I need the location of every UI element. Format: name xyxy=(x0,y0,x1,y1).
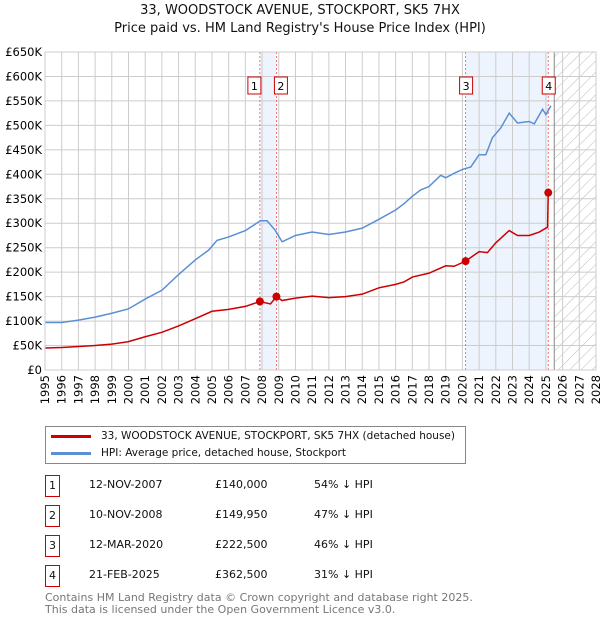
price-chart: £0 £50K £100K £150K £200K £250K £300K £350K £400… xyxy=(5,45,600,404)
y-tick-label: £650K xyxy=(5,45,42,59)
x-tick-label: 2012 xyxy=(322,375,336,404)
chart-title: 33, WOODSTOCK AVENUE, STOCKPORT, SK5 7HX xyxy=(140,3,460,18)
x-tick-label: 2016 xyxy=(389,375,403,404)
x-tick-label: 1999 xyxy=(105,375,119,404)
x-tick-label: 1996 xyxy=(55,375,69,404)
footer-line-2: This data is licensed under the Open Gov… xyxy=(45,602,396,616)
sale-price: £149,950 xyxy=(215,508,268,521)
x-tick-label: 2000 xyxy=(121,375,135,404)
sale-price: £222,500 xyxy=(215,538,268,551)
y-tick-label: £50K xyxy=(13,339,43,353)
x-tick-label: 2020 xyxy=(455,375,469,404)
x-tick-label: 2006 xyxy=(222,375,236,404)
footer-line-1: Contains HM Land Registry data © Crown c… xyxy=(45,591,473,604)
x-tick-label: 2019 xyxy=(439,375,453,404)
x-tick-label: 1997 xyxy=(71,375,85,404)
hpi-line xyxy=(45,105,552,324)
sale-row: 3 12-MAR-2020 £222,500 46% ↓ HPI xyxy=(45,535,445,557)
sale-label: 4 xyxy=(545,80,552,93)
shade-1-2 xyxy=(259,52,277,370)
x-tick-label: 2017 xyxy=(405,375,419,404)
sale-price: £362,500 xyxy=(215,568,268,581)
sale-hpi-diff: 31% ↓ HPI xyxy=(314,568,373,581)
sale-hpi-diff: 46% ↓ HPI xyxy=(314,538,373,551)
x-tick-label: 2011 xyxy=(305,375,319,404)
y-tick-label: £100K xyxy=(5,314,42,328)
sale-number: 4 xyxy=(45,565,60,587)
sale-number: 3 xyxy=(45,535,60,557)
y-tick-label: £150K xyxy=(5,290,42,304)
sale-label-box xyxy=(247,76,262,95)
sale-label: 1 xyxy=(251,80,258,93)
x-tick-label: 2008 xyxy=(255,375,269,404)
y-tick-label: £200K xyxy=(5,265,42,279)
y-tick-label: £550K xyxy=(5,94,42,108)
legend-swatch-hpi xyxy=(51,451,91,455)
sale-point xyxy=(461,257,470,266)
x-tick-label: 2018 xyxy=(422,375,436,404)
sale-point xyxy=(544,188,553,197)
legend-label-hpi: HPI: Average price, detached house, Stoc… xyxy=(101,447,346,459)
sale-row: 2 10-NOV-2008 £149,950 47% ↓ HPI xyxy=(45,505,445,527)
x-tick-label: 2009 xyxy=(272,375,286,404)
sale-number: 2 xyxy=(45,505,60,527)
x-tick-label: 2015 xyxy=(372,375,386,404)
y-tick-label: £500K xyxy=(5,118,42,132)
x-tick-label: 2023 xyxy=(506,375,520,404)
sale-label-box xyxy=(541,76,556,95)
x-tick-label: 2002 xyxy=(155,375,169,404)
x-tick-label: 2005 xyxy=(205,375,219,404)
x-tick-label: 2024 xyxy=(522,375,536,404)
sale-date: 12-MAR-2020 xyxy=(89,538,164,551)
sale-label-box xyxy=(273,76,288,95)
y-tick-label: £250K xyxy=(5,241,42,255)
y-tick-label: £300K xyxy=(5,216,42,230)
x-tick-label: 1995 xyxy=(38,375,52,404)
x-tick-label: 2027 xyxy=(572,375,586,404)
x-tick-label: 2025 xyxy=(539,375,553,404)
chart-subtitle: Price paid vs. HM Land Registry's House … xyxy=(114,21,486,36)
y-tick-label: £450K xyxy=(5,143,42,157)
sale-date: 12-NOV-2007 xyxy=(89,478,163,491)
x-tick-label: 2014 xyxy=(355,375,369,404)
y-tick-label: £350K xyxy=(5,192,42,206)
y-tick-label: £600K xyxy=(5,69,42,83)
sale-label: 3 xyxy=(463,80,470,93)
x-tick-label: 2003 xyxy=(172,375,186,404)
sale-hpi-diff: 47% ↓ HPI xyxy=(314,508,373,521)
plot-border xyxy=(44,51,597,371)
x-tick-label: 2021 xyxy=(472,375,486,404)
sale-label-box xyxy=(459,76,474,95)
sale-price: £140,000 xyxy=(215,478,268,491)
x-tick-label: 2028 xyxy=(589,375,600,404)
x-tick-label: 2022 xyxy=(489,375,503,404)
x-tick-label: 2013 xyxy=(339,375,353,404)
x-tick-label: 1998 xyxy=(88,375,102,404)
sale-point xyxy=(272,292,281,301)
forecast-hatch xyxy=(554,52,596,370)
sale-date: 21-FEB-2025 xyxy=(89,568,160,581)
sale-row: 4 21-FEB-2025 £362,500 31% ↓ HPI xyxy=(45,565,445,587)
x-tick-label: 2004 xyxy=(188,375,202,404)
sale-hpi-diff: 54% ↓ HPI xyxy=(314,478,373,491)
legend-swatch-property xyxy=(51,434,91,438)
y-tick-label: £0 xyxy=(27,363,42,377)
sale-label: 2 xyxy=(277,80,284,93)
x-tick-label: 2001 xyxy=(138,375,152,404)
sale-row: 1 12-NOV-2007 £140,000 54% ↓ HPI xyxy=(45,475,445,497)
legend-label-property: 33, WOODSTOCK AVENUE, STOCKPORT, SK5 7HX… xyxy=(101,430,455,442)
footer: Contains HM Land Registry data © Crown c… xyxy=(45,592,473,615)
legend: 33, WOODSTOCK AVENUE, STOCKPORT, SK5 7HX… xyxy=(45,426,466,464)
shade-3-4 xyxy=(465,52,549,370)
x-tick-label: 2010 xyxy=(288,375,302,404)
sale-date: 10-NOV-2008 xyxy=(89,508,163,521)
x-tick-label: 2026 xyxy=(556,375,570,404)
x-tick-label: 2007 xyxy=(238,375,252,404)
sale-number: 1 xyxy=(45,475,60,497)
sale-point xyxy=(255,297,264,306)
y-tick-label: £400K xyxy=(5,167,42,181)
property-line xyxy=(44,192,549,349)
